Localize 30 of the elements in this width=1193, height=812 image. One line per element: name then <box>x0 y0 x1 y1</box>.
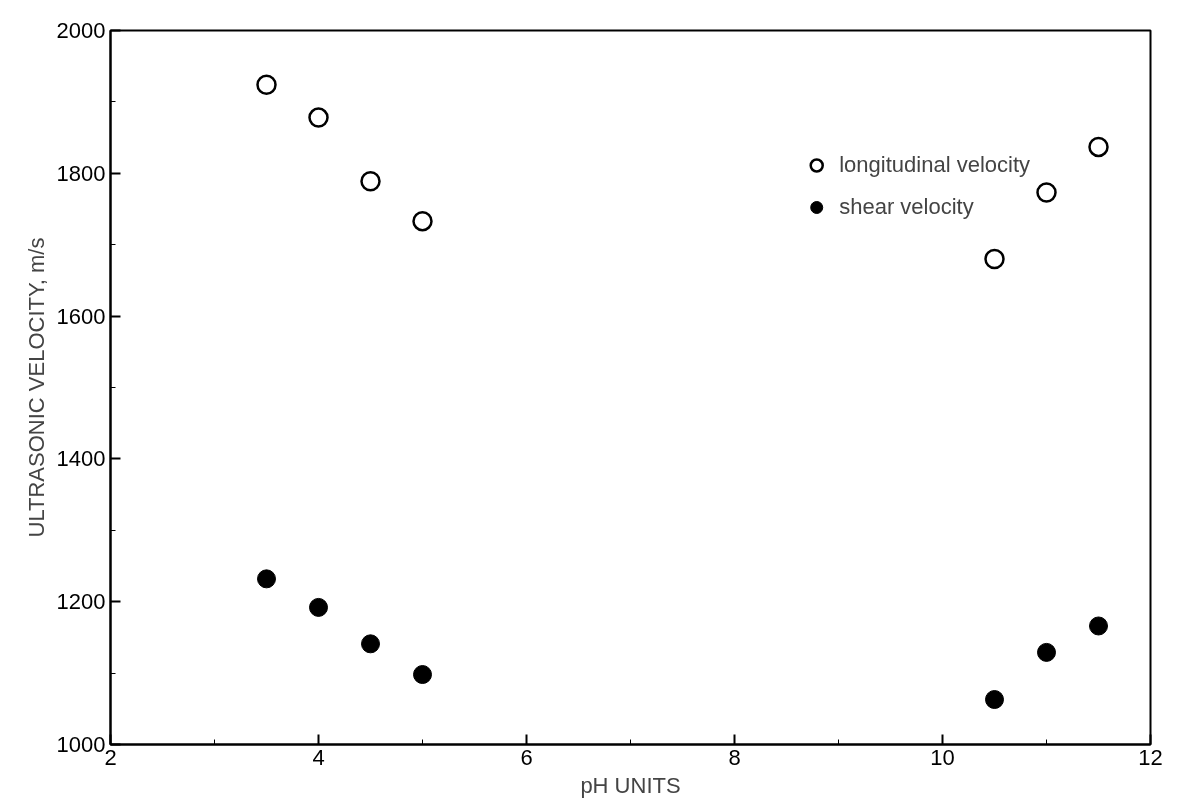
point <box>1089 616 1108 636</box>
point <box>257 569 276 589</box>
x-tick-label: 8 <box>728 744 741 770</box>
point <box>309 597 328 617</box>
point <box>360 170 381 192</box>
y-tick-label: 1600 <box>56 303 106 329</box>
point <box>412 210 433 232</box>
point <box>1036 182 1057 203</box>
x-tick-label: 4 <box>312 744 325 770</box>
point <box>361 634 380 654</box>
x-axis-title: pH UNITS <box>580 772 681 798</box>
x-tick-label: 10 <box>930 744 955 770</box>
point <box>308 107 329 128</box>
point <box>1037 642 1056 662</box>
x-tick-label: 12 <box>1138 744 1163 770</box>
y-tick-label: 1400 <box>56 446 106 472</box>
point <box>413 665 432 685</box>
point <box>1088 136 1109 158</box>
legend-label: shear velocity <box>839 194 974 220</box>
x-tick-label: 2 <box>104 744 117 770</box>
y-axis-title: ULTRASONIC VELOCITY, m/s <box>23 237 49 538</box>
y-tick-label: 1800 <box>56 160 106 186</box>
y-tick-label: 2000 <box>56 18 106 43</box>
y-tick-label: 1000 <box>56 732 106 757</box>
point <box>256 74 277 95</box>
y-tick-label: 1200 <box>56 589 106 615</box>
point <box>985 690 1004 709</box>
legend-label: longitudinal velocity <box>839 152 1030 178</box>
x-tick-label: 6 <box>520 744 533 770</box>
point <box>984 248 1005 270</box>
